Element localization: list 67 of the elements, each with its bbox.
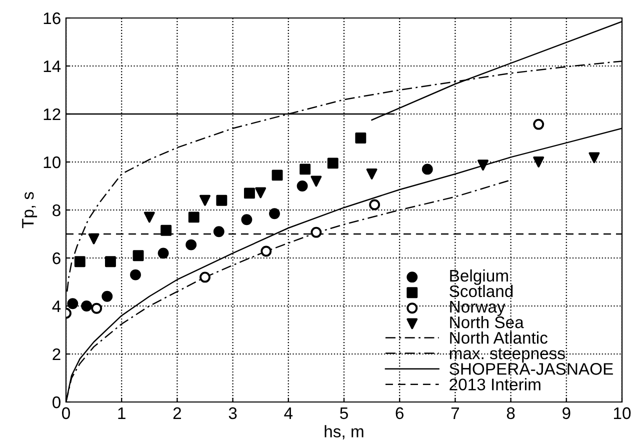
point: [300, 164, 311, 175]
y-tick-label: 2: [52, 348, 60, 360]
x-tick-label: 9: [562, 407, 570, 420]
point: [144, 212, 155, 223]
point: [355, 132, 366, 144]
legend-label: North Sea: [450, 316, 524, 328]
y-axis-title: Tp, s: [22, 192, 38, 228]
x-tick-label: 4: [284, 407, 293, 419]
point: [88, 233, 100, 244]
x-tick-label: 8: [506, 407, 515, 420]
point: [67, 298, 78, 310]
point: [81, 300, 92, 312]
point: [366, 168, 378, 180]
point: [269, 208, 280, 220]
point: [132, 250, 144, 262]
y-tick-label: 12: [44, 108, 60, 120]
point: [533, 118, 544, 130]
x-axis-title: hs, m: [324, 425, 364, 440]
y-tick-label: 14: [44, 60, 61, 72]
point: [272, 170, 283, 181]
point: [588, 152, 600, 164]
point: [422, 164, 433, 175]
x-tick-label: 1: [118, 407, 126, 419]
y-tick-label: 8: [52, 204, 60, 216]
point: [213, 226, 224, 238]
y-tick-label: 10: [44, 156, 60, 168]
y-tick-label: 4: [52, 300, 61, 312]
y-tick-label: 0: [52, 396, 60, 408]
point: [216, 194, 228, 206]
legend-label: Belgium: [450, 269, 508, 285]
x-tick-label: 3: [228, 407, 237, 420]
point: [186, 239, 197, 250]
point: [130, 269, 141, 280]
point: [533, 156, 544, 168]
legend-label: Scotland: [450, 284, 513, 298]
point: [327, 158, 338, 169]
x-tick-label: 7: [451, 407, 459, 419]
legend-label: 2013 Interim: [450, 378, 540, 390]
x-tick-label: 0: [62, 407, 70, 420]
point: [310, 226, 322, 238]
point: [478, 160, 488, 171]
point: [241, 214, 252, 226]
point: [160, 224, 172, 236]
point: [244, 188, 255, 199]
point: [310, 176, 322, 187]
point: [105, 256, 116, 268]
y-tick-label: 16: [44, 12, 60, 24]
x-tick-label: 2: [173, 407, 181, 419]
point: [369, 199, 380, 210]
point: [296, 180, 308, 192]
x-tick-label: 10: [614, 407, 631, 420]
point: [255, 187, 266, 198]
x-tick-label: 6: [396, 407, 404, 420]
point: [200, 272, 210, 283]
point: [260, 246, 272, 257]
legend-label: SHOPERA-JASNAOE: [450, 363, 613, 375]
y-tick-label: 6: [52, 252, 60, 264]
legend-label: max. steepness: [450, 348, 565, 363]
point: [74, 256, 86, 268]
legend-label: North Atlantic: [450, 332, 548, 344]
point: [200, 194, 210, 206]
point: [188, 212, 200, 223]
legend-label: Norway: [450, 301, 506, 316]
point: [91, 302, 102, 314]
point: [158, 248, 169, 259]
x-tick-label: 5: [340, 407, 348, 420]
point: [102, 290, 113, 302]
